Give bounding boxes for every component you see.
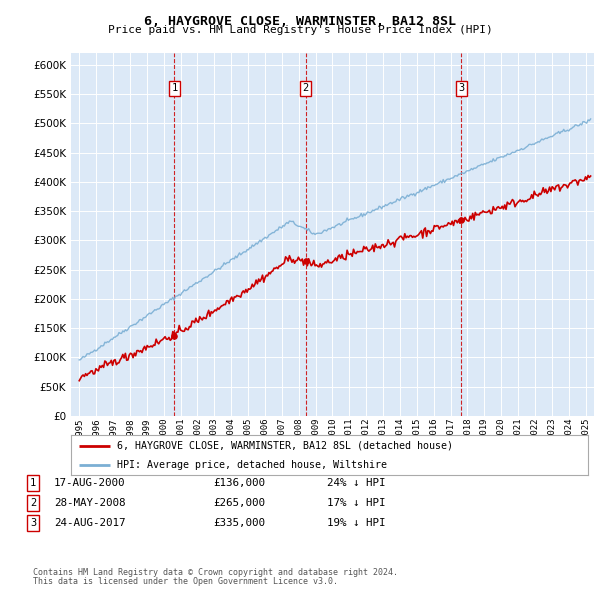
Text: 3: 3 <box>30 518 36 527</box>
Point <box>170 332 179 341</box>
Text: 17% ↓ HPI: 17% ↓ HPI <box>327 498 386 507</box>
Text: Price paid vs. HM Land Registry's House Price Index (HPI): Price paid vs. HM Land Registry's House … <box>107 25 493 35</box>
Text: £136,000: £136,000 <box>213 478 265 487</box>
Point <box>301 256 310 266</box>
Text: 6, HAYGROVE CLOSE, WARMINSTER, BA12 8SL: 6, HAYGROVE CLOSE, WARMINSTER, BA12 8SL <box>144 15 456 28</box>
Text: 28-MAY-2008: 28-MAY-2008 <box>54 498 125 507</box>
Text: 24% ↓ HPI: 24% ↓ HPI <box>327 478 386 487</box>
Text: 1: 1 <box>172 83 178 93</box>
Text: 2: 2 <box>30 498 36 507</box>
Text: £265,000: £265,000 <box>213 498 265 507</box>
Point <box>457 215 466 225</box>
Text: HPI: Average price, detached house, Wiltshire: HPI: Average price, detached house, Wilt… <box>118 460 388 470</box>
Text: 2: 2 <box>302 83 308 93</box>
Text: 19% ↓ HPI: 19% ↓ HPI <box>327 518 386 527</box>
Text: 24-AUG-2017: 24-AUG-2017 <box>54 518 125 527</box>
Text: This data is licensed under the Open Government Licence v3.0.: This data is licensed under the Open Gov… <box>33 578 338 586</box>
Text: £335,000: £335,000 <box>213 518 265 527</box>
Text: 17-AUG-2000: 17-AUG-2000 <box>54 478 125 487</box>
Text: 6, HAYGROVE CLOSE, WARMINSTER, BA12 8SL (detached house): 6, HAYGROVE CLOSE, WARMINSTER, BA12 8SL … <box>118 441 454 451</box>
Text: Contains HM Land Registry data © Crown copyright and database right 2024.: Contains HM Land Registry data © Crown c… <box>33 568 398 577</box>
Text: 1: 1 <box>30 478 36 487</box>
Text: 3: 3 <box>458 83 464 93</box>
